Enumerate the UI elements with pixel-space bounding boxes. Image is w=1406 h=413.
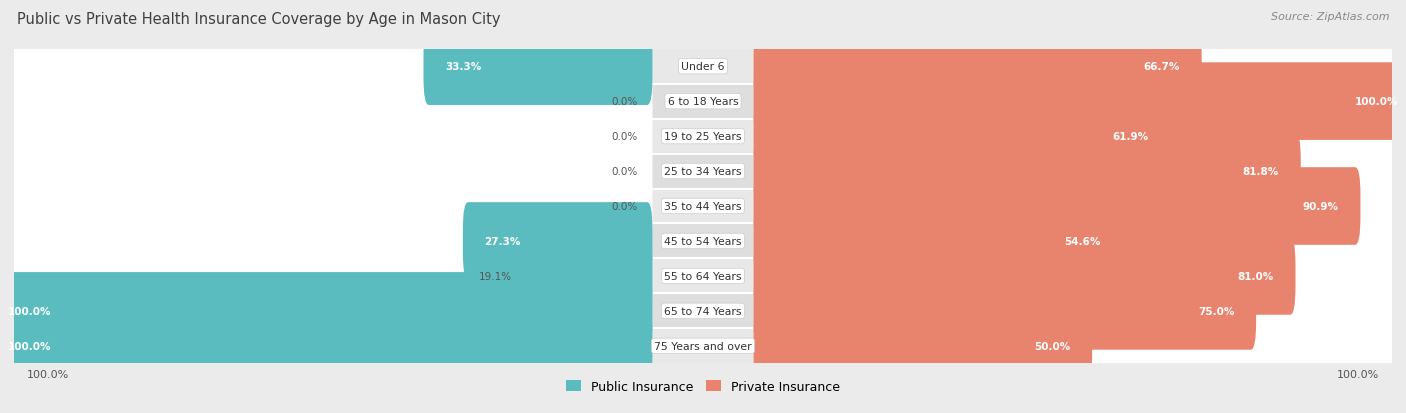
Text: 100.0%: 100.0% <box>7 341 51 351</box>
FancyBboxPatch shape <box>754 273 1398 350</box>
FancyBboxPatch shape <box>0 273 652 350</box>
FancyBboxPatch shape <box>8 168 652 245</box>
Text: 54.6%: 54.6% <box>1064 236 1101 247</box>
FancyBboxPatch shape <box>754 168 1398 245</box>
Bar <box>14 189 1392 224</box>
FancyBboxPatch shape <box>754 203 1122 280</box>
Bar <box>14 119 1392 154</box>
Bar <box>14 154 1392 189</box>
Text: 100.0%: 100.0% <box>1337 369 1379 379</box>
Bar <box>14 84 1392 119</box>
Text: 6 to 18 Years: 6 to 18 Years <box>668 97 738 107</box>
Bar <box>14 259 1392 294</box>
Bar <box>14 224 1392 259</box>
FancyBboxPatch shape <box>8 98 652 176</box>
FancyBboxPatch shape <box>754 273 1256 350</box>
FancyBboxPatch shape <box>463 203 652 280</box>
FancyBboxPatch shape <box>0 307 652 385</box>
Text: 45 to 54 Years: 45 to 54 Years <box>664 236 742 247</box>
Text: 19.1%: 19.1% <box>479 271 512 281</box>
Text: 0.0%: 0.0% <box>612 202 637 211</box>
FancyBboxPatch shape <box>754 63 1406 140</box>
Text: 81.8%: 81.8% <box>1243 166 1279 177</box>
Text: 100.0%: 100.0% <box>27 369 69 379</box>
FancyBboxPatch shape <box>8 28 652 106</box>
FancyBboxPatch shape <box>516 237 652 315</box>
FancyBboxPatch shape <box>754 203 1398 280</box>
Text: 65 to 74 Years: 65 to 74 Years <box>664 306 742 316</box>
FancyBboxPatch shape <box>754 98 1170 176</box>
FancyBboxPatch shape <box>754 28 1398 106</box>
FancyBboxPatch shape <box>754 307 1092 385</box>
Text: 25 to 34 Years: 25 to 34 Years <box>664 166 742 177</box>
Text: 90.9%: 90.9% <box>1303 202 1339 211</box>
FancyBboxPatch shape <box>754 28 1202 106</box>
Text: 75.0%: 75.0% <box>1198 306 1234 316</box>
Text: 75 Years and over: 75 Years and over <box>654 341 752 351</box>
Text: 33.3%: 33.3% <box>446 62 481 72</box>
Text: 0.0%: 0.0% <box>612 166 637 177</box>
Bar <box>14 50 1392 84</box>
FancyBboxPatch shape <box>423 28 652 106</box>
FancyBboxPatch shape <box>754 63 1398 140</box>
FancyBboxPatch shape <box>754 133 1301 210</box>
Text: 66.7%: 66.7% <box>1143 62 1180 72</box>
FancyBboxPatch shape <box>754 307 1398 385</box>
FancyBboxPatch shape <box>754 133 1398 210</box>
Text: Under 6: Under 6 <box>682 62 724 72</box>
FancyBboxPatch shape <box>8 273 652 350</box>
Text: 35 to 44 Years: 35 to 44 Years <box>664 202 742 211</box>
FancyBboxPatch shape <box>8 237 652 315</box>
Text: 19 to 25 Years: 19 to 25 Years <box>664 132 742 142</box>
FancyBboxPatch shape <box>754 237 1398 315</box>
Text: 0.0%: 0.0% <box>612 97 637 107</box>
FancyBboxPatch shape <box>754 98 1398 176</box>
FancyBboxPatch shape <box>8 203 652 280</box>
Legend: Public Insurance, Private Insurance: Public Insurance, Private Insurance <box>561 375 845 398</box>
FancyBboxPatch shape <box>8 307 652 385</box>
Text: 27.3%: 27.3% <box>485 236 520 247</box>
FancyBboxPatch shape <box>754 168 1361 245</box>
Bar <box>14 294 1392 329</box>
FancyBboxPatch shape <box>754 237 1295 315</box>
Text: Public vs Private Health Insurance Coverage by Age in Mason City: Public vs Private Health Insurance Cover… <box>17 12 501 27</box>
Text: 55 to 64 Years: 55 to 64 Years <box>664 271 742 281</box>
Bar <box>14 329 1392 363</box>
Text: 50.0%: 50.0% <box>1035 341 1070 351</box>
Text: 81.0%: 81.0% <box>1237 271 1274 281</box>
FancyBboxPatch shape <box>8 133 652 210</box>
FancyBboxPatch shape <box>8 63 652 140</box>
Text: Source: ZipAtlas.com: Source: ZipAtlas.com <box>1271 12 1389 22</box>
Text: 61.9%: 61.9% <box>1112 132 1149 142</box>
Text: 0.0%: 0.0% <box>612 132 637 142</box>
Text: 100.0%: 100.0% <box>1355 97 1399 107</box>
Text: 100.0%: 100.0% <box>7 306 51 316</box>
